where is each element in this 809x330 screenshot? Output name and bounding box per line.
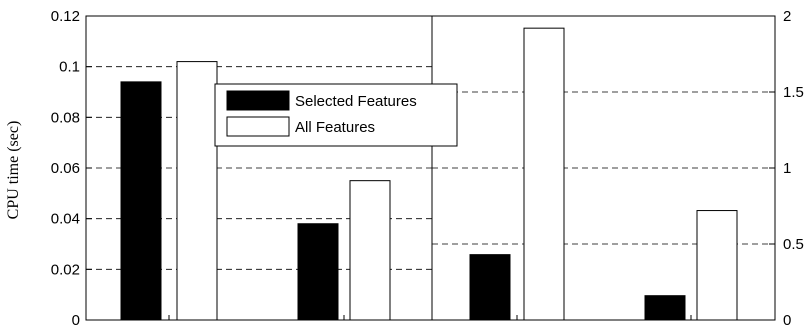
legend: Selected Features All Features	[214, 83, 458, 147]
bar-selected-features	[469, 254, 511, 321]
bar-selected-features	[120, 81, 162, 321]
y-tick-label: 2	[783, 8, 791, 25]
y-tick-label: 1.5	[783, 84, 804, 101]
y-tick-label: 0.12	[51, 8, 80, 25]
plot-frame	[431, 15, 776, 321]
y-axis-label: CPU time (sec)	[5, 121, 22, 220]
legend-swatch	[226, 116, 290, 137]
legend-label: All Features	[295, 119, 375, 136]
bar-all-features	[349, 180, 391, 321]
y-tick-label: 0.1	[59, 59, 80, 76]
bar-selected-features	[297, 223, 339, 321]
legend-label: Selected Features	[295, 93, 417, 110]
y-tick-label: 1	[783, 160, 791, 177]
y-tick-label: 0.5	[783, 236, 804, 253]
y-tick-label: 0	[783, 312, 791, 329]
y-tick-label: 0.02	[51, 261, 80, 278]
y-tick-label: 0	[72, 312, 80, 329]
bar-all-features	[176, 61, 218, 321]
bar-all-features	[696, 210, 738, 321]
legend-swatch	[226, 90, 290, 111]
y-tick-label: 0.06	[51, 160, 80, 177]
y-tick-label: 0.04	[51, 211, 80, 228]
left-panel: 0 0.02 0.04 0.06 0.08 0.1 0.12	[51, 8, 433, 329]
bar-all-features	[523, 27, 565, 321]
bar-selected-features	[644, 295, 686, 321]
y-tick-label: 0.08	[51, 109, 80, 126]
right-panel: 0 0.5 1 1.5 2	[431, 8, 804, 329]
